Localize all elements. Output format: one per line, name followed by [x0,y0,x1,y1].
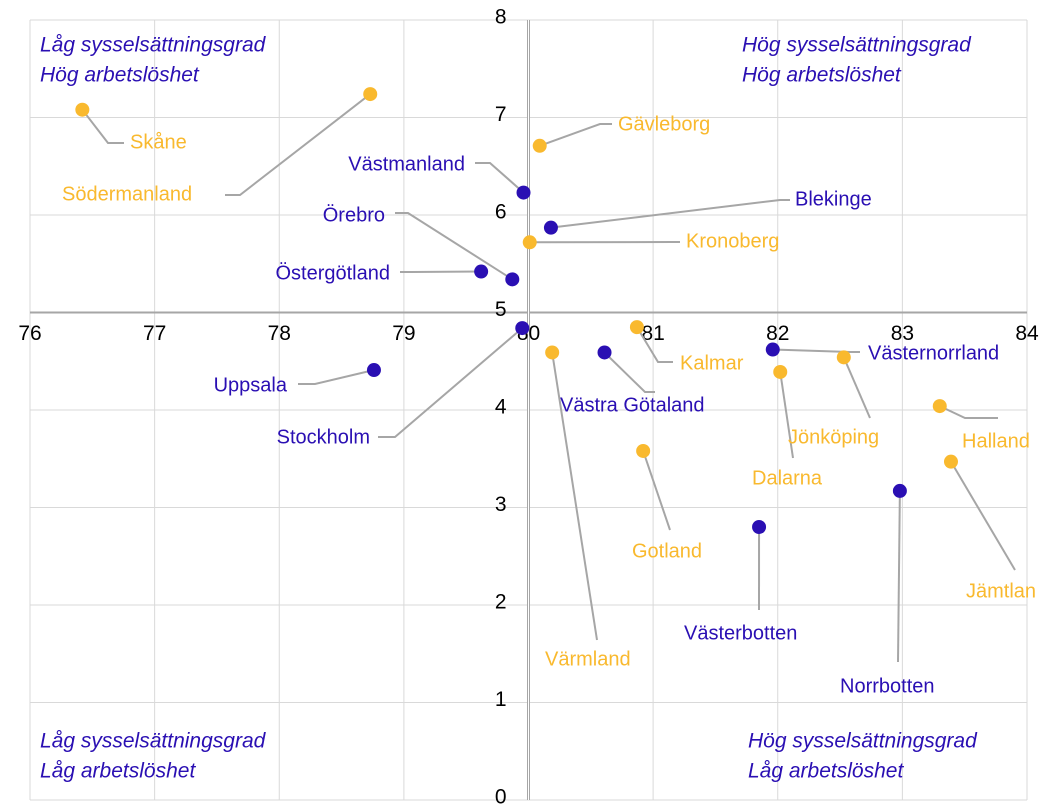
quadrant-label: Hög arbetslöshet [40,64,200,87]
leader-line [81,109,124,144]
leader-line [779,371,794,459]
x-tick-label: 84 [1015,322,1039,345]
x-tick-label: 77 [143,322,166,345]
point-label: Uppsala [214,374,288,396]
point [597,345,612,360]
leader-line [378,327,523,438]
point-label: Västerbotten [684,622,797,644]
quadrant-label: Hög sysselsättningsgrad [748,730,978,753]
quadrant-label: Låg arbetslöshet [748,760,904,783]
x-tick-label: 78 [268,322,291,345]
x-tick-label: 76 [18,322,41,345]
point [515,321,530,336]
point-label: Jämtlan [966,580,1036,602]
point [505,272,520,287]
point-label: Dalarna [752,467,823,489]
leader-line [551,352,598,641]
point-label: Gotland [632,540,702,562]
leader-line [225,93,371,196]
point [943,454,958,469]
point-label: Skåne [130,131,187,153]
leader-line [395,212,513,281]
point [516,185,531,200]
quadrant-label: Hög sysselsättningsgrad [742,34,972,57]
leader-line [539,123,612,147]
point [543,220,558,235]
point-label: Västra Götaland [560,394,705,416]
y-tick-label: 8 [495,6,507,29]
leader-line [772,348,860,353]
x-tick-label: 82 [766,322,789,345]
x-tick-label: 79 [392,322,415,345]
point-label: Kalmar [680,352,744,374]
point-label: Östergötland [275,262,390,284]
point [366,363,381,378]
point [522,235,537,250]
point [765,342,780,357]
point-label: Södermanland [62,183,192,205]
point-label: Värmland [545,648,631,670]
point [474,264,489,279]
point [752,520,767,534]
leader-line [897,490,901,663]
y-tick-label: 5 [495,298,507,321]
point-label: Gävleborg [618,113,710,135]
leader-line [603,351,655,393]
leader-line [475,162,525,194]
leader-line [642,450,671,531]
y-tick-label: 6 [495,201,507,224]
point [836,350,851,365]
x-tick-label: 81 [641,322,664,345]
leader-line [636,326,673,363]
leader-line [950,461,1016,571]
point [545,345,560,360]
leader-line [298,369,375,385]
point-label: Halland [962,430,1030,452]
point-label: Örebro [323,204,385,226]
point-label: Blekinge [795,188,872,210]
y-tick-label: 3 [495,493,507,516]
quadrant-label: Låg sysselsättningsgrad [40,730,267,753]
point-label: Jönköping [788,426,879,448]
leader-line [939,405,998,419]
quadrant-label: Låg arbetslöshet [40,760,196,783]
quadrant-label: Hög arbetslöshet [742,64,902,87]
leader-line [550,199,790,229]
y-tick-label: 4 [495,396,507,419]
y-tick-label: 2 [495,591,507,614]
y-tick-label: 0 [495,786,507,809]
point [75,102,90,117]
point-label: Stockholm [277,426,370,448]
point [636,443,651,458]
x-tick-label: 83 [891,322,914,345]
point [932,399,947,414]
point [363,87,378,102]
y-tick-label: 1 [495,688,507,711]
point [892,483,907,498]
y-tick-label: 7 [495,103,507,126]
point-label: Norrbotten [840,675,935,697]
point-label: Kronoberg [686,230,779,252]
leader-line [842,356,871,419]
point [629,320,644,335]
point-label: Västmanland [348,153,465,175]
quadrant-label: Låg sysselsättningsgrad [40,34,267,57]
point-label: Västernorrland [868,342,999,364]
point [773,364,788,379]
point [532,138,547,153]
